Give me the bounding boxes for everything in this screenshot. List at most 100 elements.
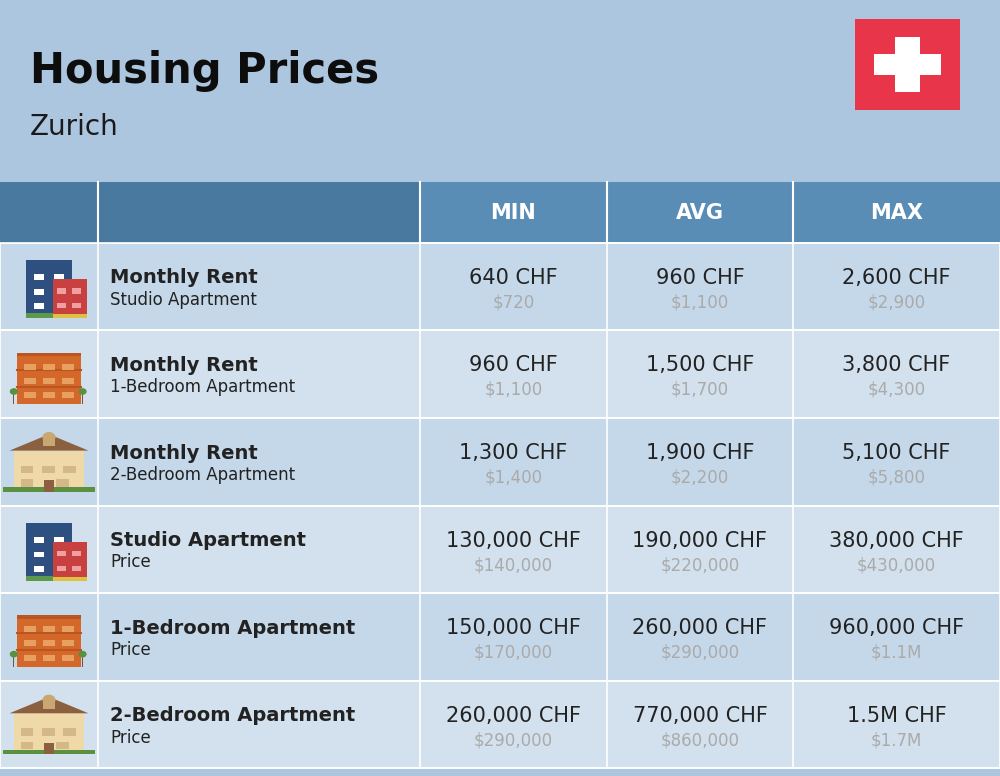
- Text: AVG: AVG: [676, 203, 724, 223]
- FancyBboxPatch shape: [53, 314, 87, 318]
- Text: 1.5M CHF: 1.5M CHF: [847, 705, 946, 726]
- FancyBboxPatch shape: [43, 700, 55, 708]
- FancyBboxPatch shape: [62, 363, 74, 369]
- Text: $290,000: $290,000: [660, 643, 740, 662]
- Text: 260,000 CHF: 260,000 CHF: [446, 705, 581, 726]
- FancyBboxPatch shape: [17, 353, 81, 404]
- FancyBboxPatch shape: [72, 303, 81, 308]
- Text: 5,100 CHF: 5,100 CHF: [842, 443, 951, 463]
- Text: MIN: MIN: [491, 203, 536, 223]
- FancyBboxPatch shape: [53, 542, 87, 580]
- FancyBboxPatch shape: [24, 626, 36, 632]
- Text: Price: Price: [110, 641, 151, 659]
- FancyBboxPatch shape: [34, 289, 44, 295]
- FancyBboxPatch shape: [54, 303, 64, 309]
- Text: $170,000: $170,000: [474, 643, 553, 662]
- FancyBboxPatch shape: [34, 552, 44, 557]
- Text: 380,000 CHF: 380,000 CHF: [829, 531, 964, 551]
- Text: 770,000 CHF: 770,000 CHF: [633, 705, 767, 726]
- Text: Studio Apartment: Studio Apartment: [110, 291, 257, 309]
- FancyBboxPatch shape: [34, 303, 44, 309]
- Text: $140,000: $140,000: [474, 556, 553, 574]
- FancyBboxPatch shape: [54, 566, 64, 572]
- FancyBboxPatch shape: [62, 640, 74, 646]
- FancyBboxPatch shape: [53, 577, 87, 580]
- FancyBboxPatch shape: [874, 54, 941, 75]
- FancyBboxPatch shape: [13, 656, 14, 667]
- FancyBboxPatch shape: [24, 378, 36, 384]
- FancyBboxPatch shape: [34, 275, 44, 280]
- FancyBboxPatch shape: [17, 616, 81, 667]
- FancyBboxPatch shape: [0, 506, 1000, 593]
- FancyBboxPatch shape: [56, 480, 69, 487]
- Text: 130,000 CHF: 130,000 CHF: [446, 531, 581, 551]
- FancyBboxPatch shape: [62, 626, 74, 632]
- FancyBboxPatch shape: [56, 742, 69, 750]
- Text: $2,900: $2,900: [867, 293, 926, 311]
- FancyBboxPatch shape: [43, 378, 55, 384]
- Text: $1.1M: $1.1M: [871, 643, 922, 662]
- FancyBboxPatch shape: [62, 392, 74, 398]
- Circle shape: [43, 433, 55, 442]
- FancyBboxPatch shape: [44, 480, 54, 491]
- FancyBboxPatch shape: [72, 566, 81, 571]
- FancyBboxPatch shape: [26, 522, 72, 580]
- FancyBboxPatch shape: [13, 393, 14, 404]
- Text: $5,800: $5,800: [868, 469, 926, 487]
- FancyBboxPatch shape: [57, 551, 66, 556]
- Text: $1.7M: $1.7M: [871, 731, 922, 749]
- Text: 960,000 CHF: 960,000 CHF: [829, 618, 964, 638]
- Text: $1,100: $1,100: [484, 381, 543, 399]
- FancyBboxPatch shape: [21, 729, 33, 736]
- FancyBboxPatch shape: [26, 260, 72, 318]
- FancyBboxPatch shape: [0, 331, 1000, 418]
- Polygon shape: [9, 697, 89, 713]
- Circle shape: [43, 695, 55, 705]
- Text: 960 CHF: 960 CHF: [469, 355, 558, 376]
- FancyBboxPatch shape: [63, 729, 76, 736]
- Text: 960 CHF: 960 CHF: [656, 268, 744, 288]
- FancyBboxPatch shape: [82, 656, 83, 667]
- FancyBboxPatch shape: [54, 552, 64, 557]
- FancyBboxPatch shape: [54, 275, 64, 280]
- Text: 3,800 CHF: 3,800 CHF: [842, 355, 951, 376]
- Text: 2,600 CHF: 2,600 CHF: [842, 268, 951, 288]
- FancyBboxPatch shape: [24, 392, 36, 398]
- Text: 190,000 CHF: 190,000 CHF: [633, 531, 768, 551]
- FancyBboxPatch shape: [54, 537, 64, 543]
- FancyBboxPatch shape: [72, 288, 81, 293]
- Text: 260,000 CHF: 260,000 CHF: [633, 618, 768, 638]
- FancyBboxPatch shape: [54, 289, 64, 295]
- Text: Monthly Rent: Monthly Rent: [110, 268, 258, 287]
- Text: 640 CHF: 640 CHF: [469, 268, 558, 288]
- FancyBboxPatch shape: [43, 437, 55, 446]
- Text: 150,000 CHF: 150,000 CHF: [446, 618, 581, 638]
- FancyBboxPatch shape: [57, 566, 66, 571]
- Circle shape: [79, 652, 86, 656]
- Text: Zurich: Zurich: [30, 113, 119, 140]
- Text: $290,000: $290,000: [474, 731, 553, 749]
- Text: $1,400: $1,400: [484, 469, 543, 487]
- Polygon shape: [9, 435, 89, 451]
- Text: Price: Price: [110, 553, 151, 571]
- Text: $860,000: $860,000: [660, 731, 740, 749]
- FancyBboxPatch shape: [0, 593, 1000, 681]
- FancyBboxPatch shape: [855, 19, 960, 110]
- FancyBboxPatch shape: [895, 37, 920, 92]
- Text: 1-Bedroom Apartment: 1-Bedroom Apartment: [110, 618, 355, 638]
- FancyBboxPatch shape: [21, 742, 33, 750]
- Text: $1,700: $1,700: [671, 381, 729, 399]
- Circle shape: [10, 652, 17, 656]
- FancyBboxPatch shape: [0, 681, 1000, 768]
- FancyBboxPatch shape: [62, 378, 74, 384]
- Text: Studio Apartment: Studio Apartment: [110, 531, 306, 550]
- FancyBboxPatch shape: [17, 615, 81, 619]
- Text: $430,000: $430,000: [857, 556, 936, 574]
- FancyBboxPatch shape: [57, 288, 66, 293]
- FancyBboxPatch shape: [14, 451, 84, 491]
- Text: 1-Bedroom Apartment: 1-Bedroom Apartment: [110, 379, 295, 397]
- Text: 1,500 CHF: 1,500 CHF: [646, 355, 754, 376]
- Text: $4,300: $4,300: [867, 381, 926, 399]
- Text: MAX: MAX: [870, 203, 923, 223]
- FancyBboxPatch shape: [42, 466, 55, 473]
